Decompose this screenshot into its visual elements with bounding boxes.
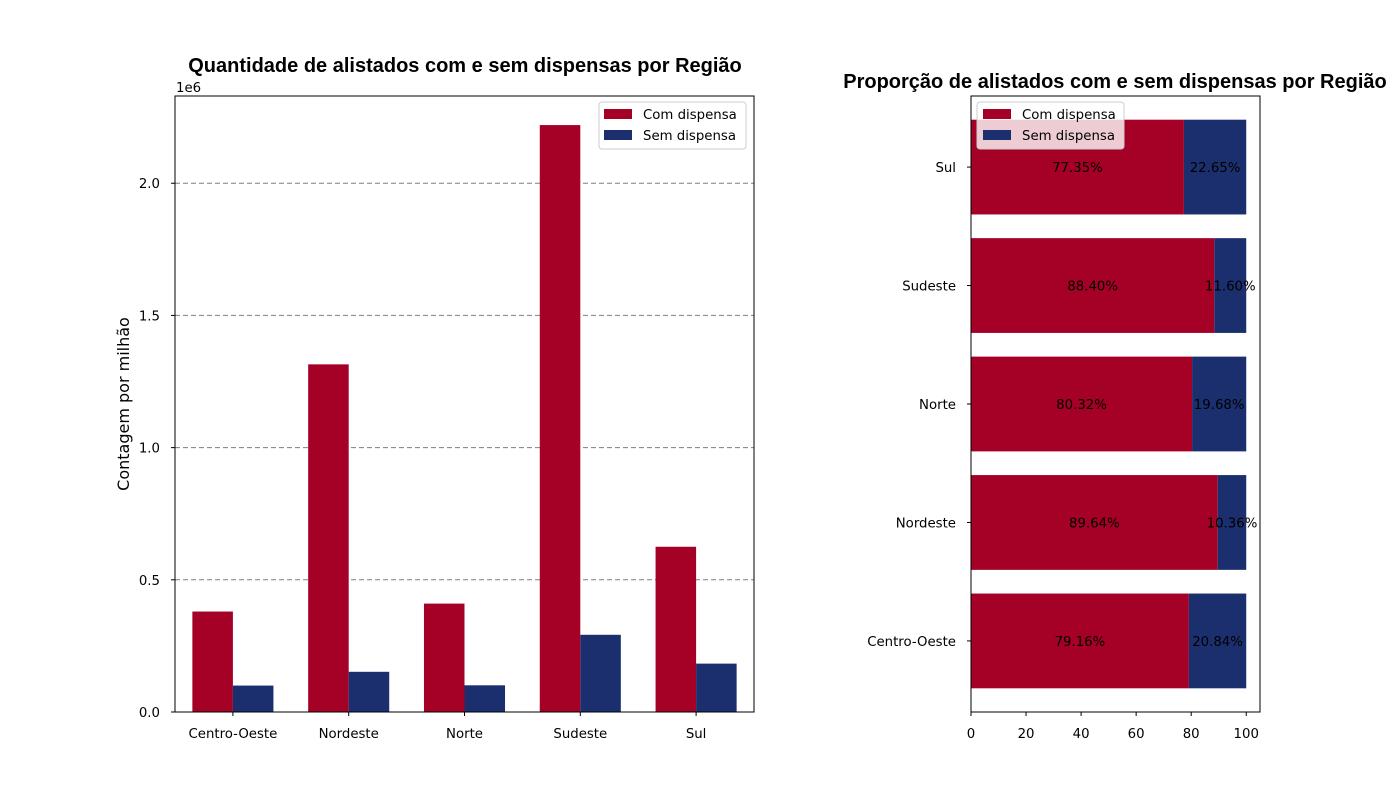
- left-bar-sem-dispensa-sudeste: [580, 634, 621, 712]
- left-x-tick-label: Centro-Oeste: [188, 727, 277, 742]
- right-y-tick-label: Centro-Oeste: [867, 635, 956, 650]
- left-legend-swatch: [604, 109, 632, 119]
- left-gridlines: [175, 182, 754, 581]
- left-bar-sem-dispensa-sul: [696, 663, 737, 712]
- right-y-tick-label: Sudeste: [902, 280, 956, 295]
- left-legend-box: [598, 101, 747, 150]
- left-bar-com-dispensa-centro-oeste: [192, 611, 233, 712]
- left-y-tick-label: 0.5: [139, 574, 160, 589]
- left-x-tick-label: Sul: [686, 727, 707, 742]
- right-percent-labels: 79.16% 20.84% 89.64% 10.36% 80.32% 19.68% 88.4…: [1052, 161, 1257, 650]
- left-y-tick-label: 0.0: [139, 706, 160, 721]
- right-percent-label: 20.84%: [1192, 635, 1243, 650]
- right-percent-label: 80.32%: [1056, 398, 1107, 413]
- right-chart-title: Proporção de alistados com e sem dispens…: [843, 71, 1387, 93]
- right-y-tick-label: Nordeste: [896, 516, 956, 531]
- right-axes-frame: [970, 95, 1261, 713]
- right-x-ticks: 0 20 40 60 80 100: [967, 712, 1259, 742]
- right-percent-label: 88.40%: [1067, 280, 1118, 295]
- left-bar-com-dispensa-sul: [655, 546, 697, 712]
- right-percent-label: 10.36%: [1207, 516, 1258, 531]
- right-percent-label: 77.35%: [1052, 161, 1103, 176]
- right-bar-sem-dispensa-centro-oeste: [1188, 593, 1247, 689]
- left-bars: [192, 125, 737, 712]
- left-y-tick-label: 1.5: [139, 309, 160, 324]
- left-y-axis-label: Contagem por milhão: [114, 317, 133, 491]
- left-y-ticks: 0.0 0.5 1.0 1.5 2.0: [139, 177, 175, 721]
- right-legend-box: [976, 101, 1125, 150]
- right-bar-sem-dispensa-nordeste: [1217, 475, 1247, 570]
- right-chart: Proporção de alistados com e sem dispens…: [843, 71, 1387, 742]
- right-percent-label: 22.65%: [1190, 161, 1241, 176]
- left-bar-com-dispensa-nordeste: [308, 364, 349, 712]
- left-y-tick-label: 1.0: [139, 442, 160, 457]
- right-bar-sem-dispensa-norte: [1192, 356, 1247, 452]
- right-x-tick-label: 80: [1183, 727, 1200, 742]
- left-bar-sem-dispensa-nordeste: [348, 671, 390, 712]
- right-bar-com-dispensa-norte: [971, 356, 1193, 452]
- right-x-tick-label: 100: [1234, 727, 1259, 742]
- left-x-tick-label: Sudeste: [553, 727, 607, 742]
- right-bars: [971, 119, 1247, 689]
- left-bar-com-dispensa-norte: [423, 603, 465, 712]
- right-bar-sem-dispensa-sul: [1183, 119, 1247, 215]
- left-x-ticks: Centro-Oeste Nordeste Norte Sudeste Sul: [188, 712, 706, 742]
- right-y-tick-label: Sul: [935, 161, 956, 176]
- right-legend-swatch: [983, 130, 1011, 140]
- left-axes-frame: [174, 95, 755, 713]
- right-percent-label: 79.16%: [1055, 635, 1106, 650]
- right-legend: Com dispensa Sem dispensa: [976, 101, 1125, 150]
- left-y-tick-label: 2.0: [139, 177, 160, 192]
- right-percent-label: 11.60%: [1205, 280, 1256, 295]
- right-legend-swatch: [983, 109, 1011, 119]
- right-bar-sem-dispensa-sudeste: [1214, 238, 1247, 333]
- right-legend-label: Com dispensa: [1022, 108, 1116, 123]
- right-x-tick-label: 0: [967, 727, 975, 742]
- left-bar-sem-dispensa-norte: [464, 685, 506, 712]
- left-offset-text: 1e6: [176, 81, 201, 96]
- right-bar-com-dispensa-centro-oeste: [971, 593, 1189, 689]
- right-percent-label: 19.68%: [1194, 398, 1245, 413]
- left-chart: Quantidade de alistados com e sem dispen…: [114, 55, 755, 742]
- left-legend-swatch: [604, 130, 632, 140]
- left-legend-label: Sem dispensa: [643, 129, 736, 144]
- right-x-tick-label: 20: [1018, 727, 1035, 742]
- left-chart-title: Quantidade de alistados com e sem dispen…: [188, 55, 742, 77]
- right-legend-label: Sem dispensa: [1022, 129, 1115, 144]
- right-x-tick-label: 40: [1073, 727, 1090, 742]
- left-bar-sem-dispensa-centro-oeste: [232, 685, 274, 712]
- left-legend: Com dispensa Sem dispensa: [598, 101, 747, 150]
- right-bar-com-dispensa-nordeste: [971, 475, 1218, 570]
- left-legend-label: Com dispensa: [643, 108, 737, 123]
- right-x-tick-label: 60: [1128, 727, 1145, 742]
- left-bar-com-dispensa-sudeste: [539, 125, 581, 712]
- right-percent-label: 89.64%: [1069, 516, 1120, 531]
- left-x-tick-label: Nordeste: [319, 727, 379, 742]
- left-x-tick-label: Norte: [446, 727, 483, 742]
- right-y-ticks: Centro-Oeste Nordeste Norte Sudeste Sul: [867, 161, 971, 650]
- right-y-tick-label: Norte: [919, 398, 956, 413]
- right-bar-com-dispensa-sudeste: [971, 238, 1215, 333]
